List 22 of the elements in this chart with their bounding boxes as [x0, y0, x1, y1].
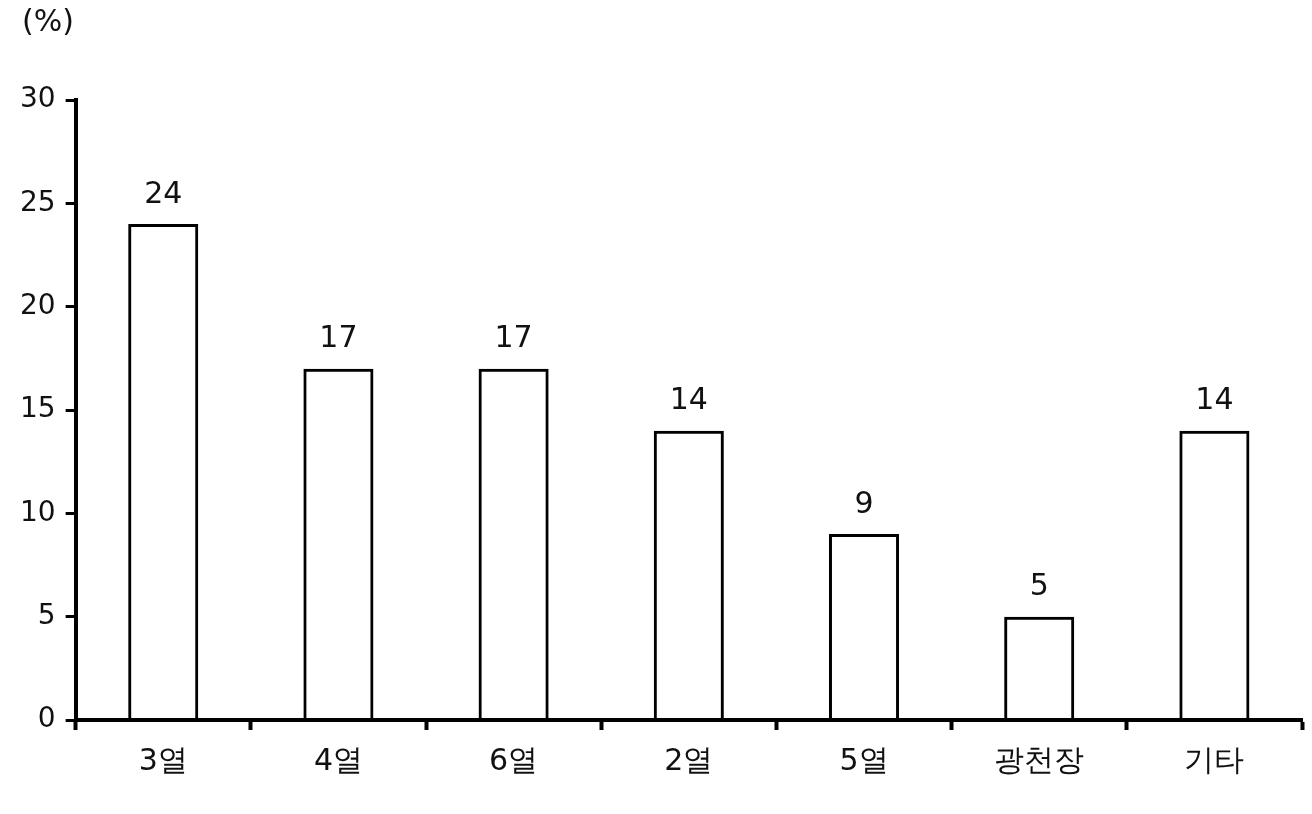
data-label: 17 — [319, 319, 358, 355]
y-tick-label: 25 — [19, 184, 56, 218]
data-label: 14 — [1195, 381, 1234, 417]
y-tick-label: 15 — [19, 391, 56, 425]
y-tick-label: 10 — [19, 494, 56, 528]
x-tick-label: 광천장 — [994, 741, 1085, 777]
data-label: 9 — [854, 484, 874, 520]
x-tick-label: 3열 — [138, 741, 188, 777]
y-tick-label: 20 — [19, 287, 56, 321]
data-label: 5 — [1029, 567, 1049, 603]
y-axis-title: (%) — [22, 2, 74, 38]
y-tick-label: 5 — [37, 597, 56, 631]
x-tick-label: 2열 — [664, 741, 714, 777]
x-tick-label: 기타 — [1184, 741, 1245, 777]
y-tick-label: 0 — [37, 701, 56, 735]
data-label: 14 — [669, 381, 708, 417]
x-tick-label: 6열 — [489, 741, 539, 777]
data-label: 24 — [144, 174, 183, 210]
x-tick-label: 5열 — [839, 741, 889, 777]
x-tick-label: 4열 — [313, 741, 363, 777]
data-label: 17 — [494, 319, 533, 355]
y-tick-label: 30 — [19, 81, 56, 115]
